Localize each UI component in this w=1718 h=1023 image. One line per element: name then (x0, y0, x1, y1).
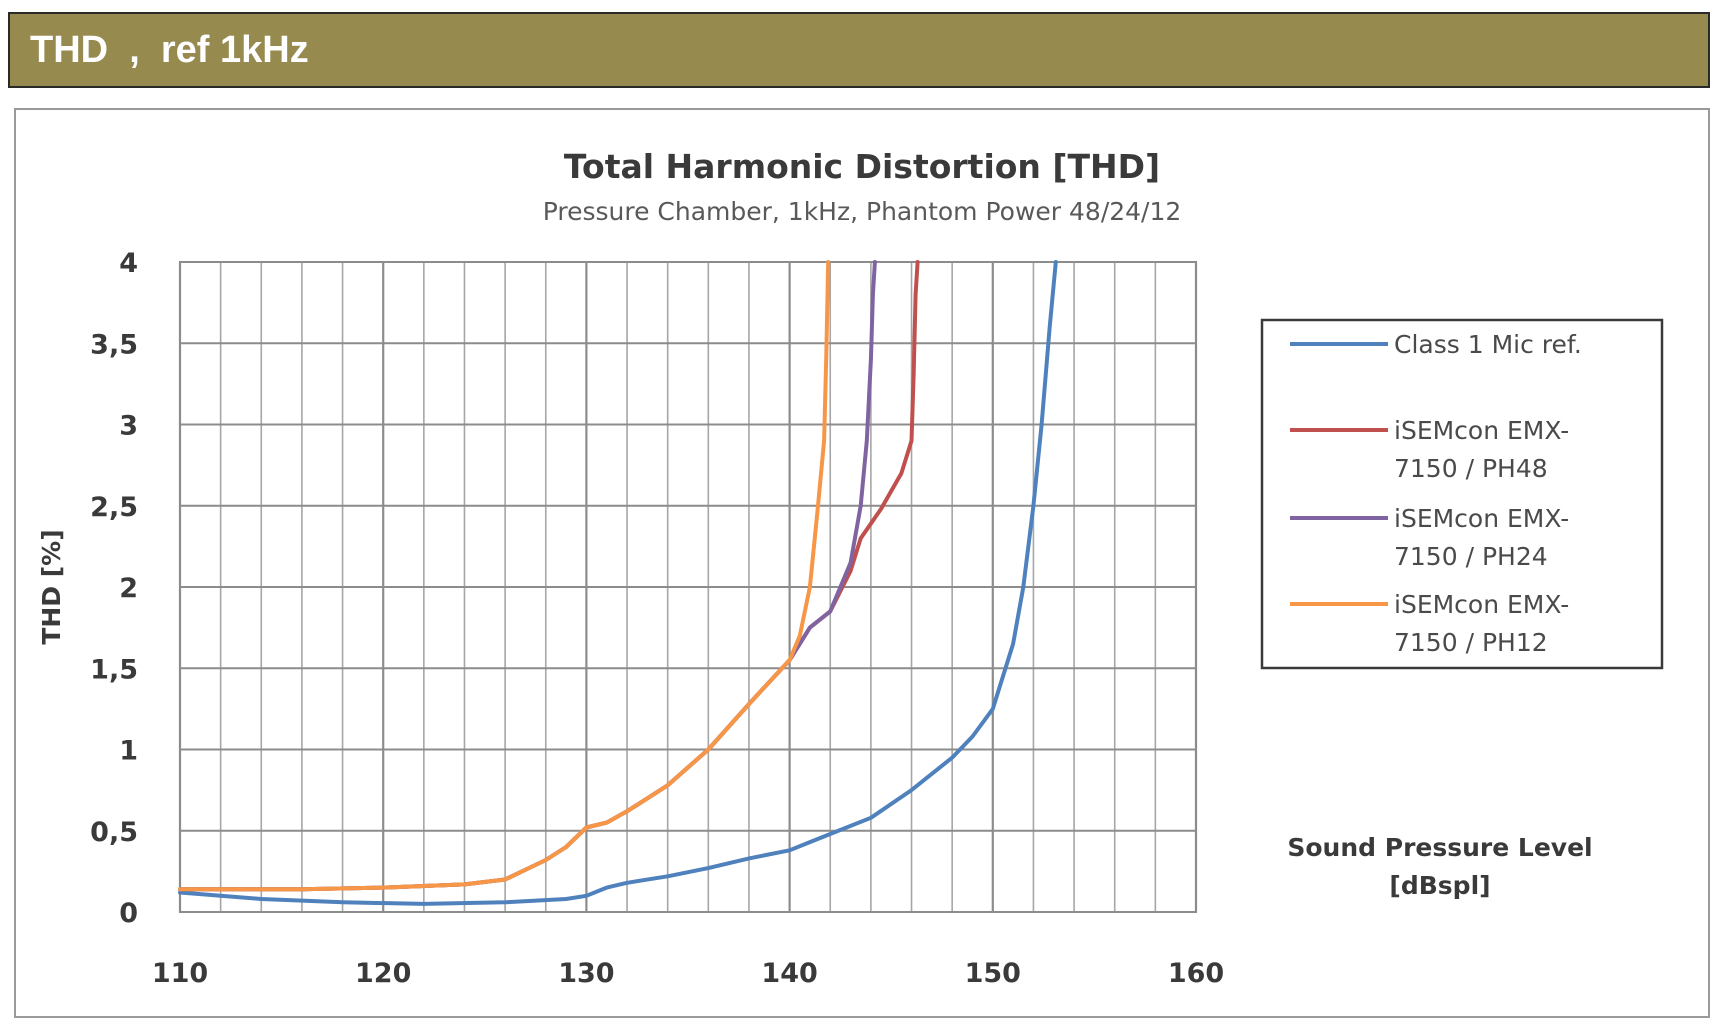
legend-label: 7150 / PH12 (1394, 628, 1548, 657)
y-tick-label: 1,5 (90, 654, 138, 685)
x-tick-label: 130 (558, 958, 614, 989)
x-tick-label: 120 (355, 958, 411, 989)
x-axis-label: [dBspl] (1389, 871, 1490, 900)
slide-title-banner: THD , ref 1kHz (8, 12, 1710, 88)
series-line-1 (178, 260, 1058, 906)
series-line-4 (178, 260, 831, 892)
x-tick-label: 140 (761, 958, 817, 989)
x-tick-label: 150 (965, 958, 1021, 989)
y-tick-label: 0,5 (90, 817, 138, 848)
legend-label: iSEMcon EMX- (1394, 416, 1569, 445)
chart-subtitle: Pressure Chamber, 1kHz, Phantom Power 48… (543, 197, 1182, 226)
grid (178, 261, 1198, 913)
y-tick-label: 0 (119, 898, 138, 929)
series-line-3 (178, 260, 877, 892)
x-axis-label: Sound Pressure Level (1287, 833, 1592, 862)
slide-title: THD , ref 1kHz (30, 28, 309, 71)
legend: Class 1 Mic ref. iSEMcon EMX- 7150 / PH48 i… (1260, 318, 1664, 670)
y-tick-label: 2 (119, 573, 138, 604)
series-lines (178, 260, 1058, 906)
y-tick-label: 4 (119, 248, 138, 279)
legend-box (1260, 318, 1664, 670)
y-axis-label: THD [%] (37, 529, 66, 644)
y-tick-label: 3 (119, 411, 138, 442)
y-tick-label: 1 (119, 736, 138, 767)
x-tick-label: 110 (152, 958, 208, 989)
x-tick-label: 160 (1168, 958, 1224, 989)
legend-label: iSEMcon EMX- (1394, 590, 1569, 619)
series-line-2 (178, 260, 920, 892)
legend-label: 7150 / PH48 (1394, 454, 1548, 483)
legend-label: 7150 / PH24 (1394, 542, 1548, 571)
chart-title: Total Harmonic Distortion [THD] (564, 147, 1160, 186)
plot-area (179, 261, 1197, 913)
legend-label: iSEMcon EMX- (1394, 504, 1569, 533)
y-tick-label: 3,5 (90, 329, 138, 360)
legend-label: Class 1 Mic ref. (1394, 330, 1582, 359)
y-tick-label: 2,5 (90, 492, 138, 523)
